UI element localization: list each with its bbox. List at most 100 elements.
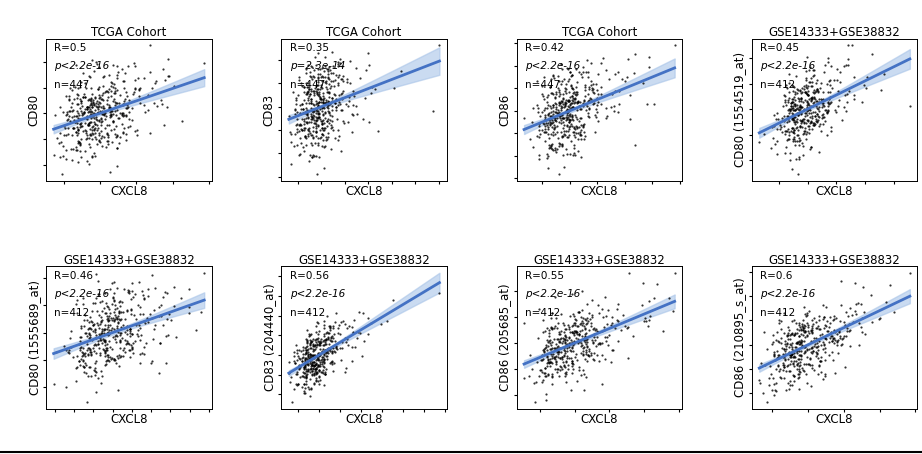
- Point: [85, 129, 100, 136]
- Point: [331, 330, 346, 337]
- Text: R=0.35: R=0.35: [290, 43, 328, 53]
- Point: [326, 126, 341, 133]
- Point: [537, 95, 551, 103]
- Point: [772, 352, 786, 359]
- Point: [346, 111, 361, 118]
- Point: [309, 152, 324, 159]
- Point: [98, 109, 112, 117]
- Point: [147, 99, 161, 107]
- Point: [322, 336, 337, 344]
- Point: [98, 361, 112, 369]
- Point: [58, 112, 73, 119]
- Point: [785, 124, 799, 131]
- Point: [787, 102, 802, 109]
- Point: [830, 77, 845, 84]
- Point: [74, 325, 89, 332]
- Point: [83, 131, 98, 138]
- Point: [311, 99, 325, 107]
- Point: [786, 117, 800, 124]
- Point: [102, 111, 117, 118]
- Point: [316, 360, 331, 367]
- Point: [542, 145, 557, 152]
- Point: [85, 307, 100, 314]
- Point: [781, 367, 796, 374]
- Point: [307, 119, 322, 127]
- Point: [563, 336, 578, 343]
- Point: [804, 338, 819, 345]
- Point: [315, 142, 330, 149]
- Point: [553, 345, 568, 352]
- Point: [784, 354, 798, 361]
- Point: [542, 337, 557, 345]
- Point: [298, 372, 313, 380]
- Point: [104, 314, 119, 321]
- Point: [73, 123, 88, 130]
- Point: [312, 338, 326, 345]
- Point: [308, 351, 323, 359]
- Point: [801, 345, 816, 353]
- Point: [308, 97, 323, 104]
- Point: [106, 118, 121, 125]
- Point: [133, 350, 148, 358]
- Point: [812, 358, 827, 365]
- Point: [75, 111, 89, 118]
- Point: [80, 344, 95, 351]
- Point: [69, 94, 84, 102]
- Point: [100, 130, 114, 138]
- Point: [609, 306, 624, 313]
- Point: [561, 118, 576, 126]
- Point: [559, 358, 573, 365]
- Point: [106, 110, 121, 118]
- Point: [777, 338, 792, 345]
- Point: [577, 386, 592, 394]
- Point: [538, 114, 552, 121]
- Text: R=0.45: R=0.45: [760, 43, 799, 53]
- Point: [110, 352, 124, 360]
- Point: [554, 339, 569, 346]
- Point: [306, 133, 321, 140]
- Point: [548, 345, 562, 352]
- Point: [785, 114, 799, 121]
- Point: [73, 148, 88, 155]
- Point: [551, 372, 566, 380]
- Point: [334, 91, 349, 98]
- Point: [545, 90, 560, 97]
- Text: n=412: n=412: [760, 307, 796, 317]
- Point: [801, 327, 816, 335]
- Point: [302, 345, 317, 352]
- Point: [313, 95, 327, 103]
- Point: [551, 134, 566, 141]
- Point: [304, 385, 319, 393]
- Point: [540, 338, 555, 345]
- Point: [574, 342, 589, 349]
- Point: [792, 351, 807, 358]
- Point: [564, 71, 579, 79]
- Point: [325, 69, 340, 77]
- Point: [598, 114, 613, 122]
- Point: [608, 87, 622, 94]
- Point: [76, 352, 90, 359]
- Point: [526, 380, 541, 387]
- Point: [315, 78, 330, 85]
- Point: [826, 335, 841, 342]
- Point: [158, 76, 172, 83]
- Y-axis label: CD86 (205685_at): CD86 (205685_at): [498, 284, 511, 391]
- Point: [764, 341, 779, 348]
- Point: [306, 354, 321, 361]
- Point: [771, 361, 786, 368]
- Point: [312, 366, 326, 374]
- Point: [291, 121, 306, 128]
- Point: [291, 380, 306, 388]
- Point: [148, 322, 162, 329]
- Point: [765, 331, 780, 339]
- Point: [300, 110, 314, 117]
- Point: [542, 358, 557, 365]
- Point: [805, 326, 820, 333]
- Point: [89, 341, 103, 349]
- Point: [122, 346, 136, 354]
- Point: [793, 116, 808, 123]
- Point: [287, 142, 301, 149]
- Point: [586, 331, 601, 338]
- Point: [549, 90, 563, 97]
- Point: [124, 116, 139, 123]
